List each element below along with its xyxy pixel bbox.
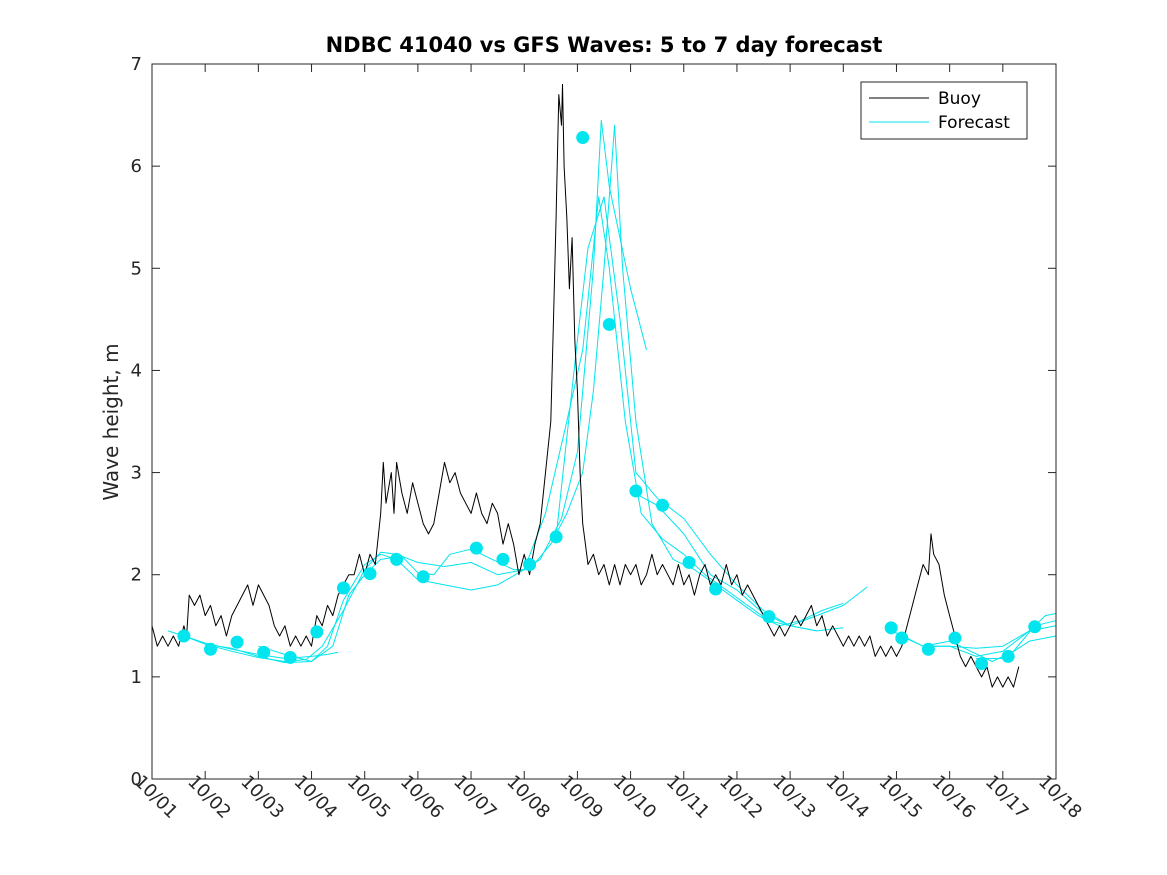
forecast-marker bbox=[203, 642, 217, 656]
forecast-marker bbox=[230, 635, 244, 649]
y-tick-label: 5 bbox=[131, 258, 142, 279]
forecast-marker bbox=[310, 625, 324, 639]
buoy-line bbox=[151, 83, 1020, 688]
marker-layer bbox=[177, 131, 1042, 671]
y-axis-label: Wave height, m bbox=[99, 343, 123, 500]
forecast-marker bbox=[895, 631, 909, 645]
forecast-marker bbox=[1028, 620, 1042, 634]
plot-border bbox=[151, 63, 1057, 780]
forecast-marker bbox=[602, 317, 616, 331]
forecast-marker bbox=[336, 581, 350, 595]
forecast-marker bbox=[549, 530, 563, 544]
forecast-line bbox=[923, 613, 1057, 657]
forecast-marker bbox=[283, 650, 297, 664]
y-tick-label: 1 bbox=[131, 667, 142, 688]
y-tick-label: 2 bbox=[131, 565, 142, 586]
y-tick-label: 0 bbox=[131, 769, 142, 790]
forecast-marker bbox=[975, 657, 989, 671]
y-tick-label: 3 bbox=[131, 463, 142, 484]
x-tick-label: 10/18 bbox=[1034, 771, 1086, 823]
forecast-marker bbox=[576, 131, 590, 145]
forecast-marker bbox=[1001, 649, 1015, 663]
forecast-line bbox=[976, 635, 1057, 659]
forecast-marker bbox=[921, 642, 935, 656]
forecast-marker bbox=[363, 567, 377, 581]
y-tick-label: 7 bbox=[131, 54, 142, 75]
forecast-marker bbox=[416, 570, 430, 584]
legend-label-buoy: Buoy bbox=[938, 89, 981, 109]
y-axis-ticks: 0 1 2 3 4 5 6 7 bbox=[131, 54, 1056, 790]
forecast-marker bbox=[523, 558, 537, 571]
forecast-marker bbox=[496, 552, 510, 566]
forecast-marker bbox=[655, 498, 669, 512]
chart-title: NDBC 41040 vs GFS Waves: 5 to 7 day fore… bbox=[326, 33, 883, 57]
legend-label-forecast: Forecast bbox=[938, 113, 1010, 133]
forecast-marker bbox=[948, 631, 962, 645]
forecast-marker bbox=[177, 629, 191, 643]
forecast-marker bbox=[257, 645, 271, 659]
forecast-line bbox=[205, 196, 868, 664]
y-tick-label: 6 bbox=[131, 156, 142, 177]
legend-box bbox=[860, 81, 1028, 140]
y-tick-label: 4 bbox=[131, 360, 142, 381]
forecast-line bbox=[183, 119, 647, 662]
plot-area bbox=[152, 64, 1056, 779]
forecast-marker bbox=[884, 621, 898, 635]
legend: Buoy Forecast bbox=[860, 81, 1028, 140]
forecast-marker bbox=[682, 555, 696, 569]
forecast-marker bbox=[709, 582, 723, 596]
forecast-marker bbox=[629, 484, 643, 498]
forecast-marker bbox=[390, 552, 404, 566]
forecast-marker bbox=[762, 610, 776, 624]
forecast-marker bbox=[469, 541, 483, 555]
